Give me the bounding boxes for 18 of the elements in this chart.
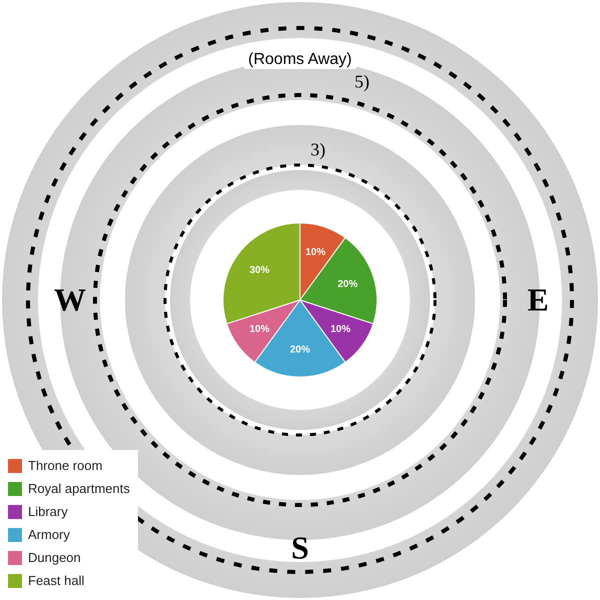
legend-label: Feast hall — [28, 573, 84, 588]
text: W — [53, 282, 87, 318]
data-label: 10% — [305, 246, 326, 258]
text: 3) — [310, 140, 326, 160]
text: E — [526, 282, 550, 318]
legend-label: Royal apartments — [28, 481, 130, 496]
legend-label: Library — [28, 504, 68, 519]
data-label: 10% — [250, 324, 270, 335]
data-label: 20% — [338, 279, 358, 290]
legend-label: Throne room — [28, 458, 102, 473]
legend-label: Armory — [28, 527, 70, 542]
data-label: 30% — [250, 265, 270, 276]
text: 5) — [354, 72, 370, 92]
data-label: 10% — [330, 324, 351, 335]
text: (Rooms Away) — [244, 51, 356, 69]
data-label: 20% — [290, 344, 310, 356]
legend-label: Dungeon — [28, 550, 81, 565]
text: S — [290, 530, 310, 566]
